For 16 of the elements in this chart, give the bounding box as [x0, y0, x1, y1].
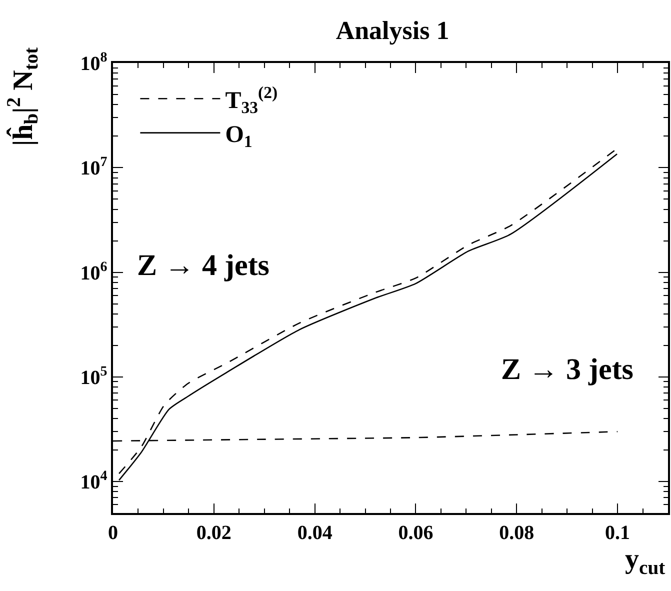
- x-tick-label: 0.02: [196, 522, 232, 544]
- legend-label: O$_{1}$: [225, 122, 252, 152]
- y-tick-label: 10$^{4}$: [80, 469, 108, 494]
- annotation: Z → 3 jets: [501, 353, 634, 386]
- y-tick-label: 10$^{8}$: [80, 50, 108, 75]
- x-tick-label: 0.1: [605, 522, 630, 544]
- annotation: Z → 4 jets: [137, 249, 270, 282]
- x-tick-label: 0.04: [297, 522, 332, 544]
- chart-title: Analysis 1: [336, 16, 450, 45]
- x-axis-title: y$_{cut}$: [625, 544, 666, 579]
- y-tick-label: 10$^{6}$: [80, 260, 108, 284]
- y-tick-label: 10$^{7}$: [80, 155, 108, 180]
- x-tick-label: 0.06: [398, 522, 434, 544]
- y-tick-label: 10$^{5}$: [80, 364, 108, 389]
- x-tick-label: 0.08: [499, 522, 534, 544]
- x-tick-label: 0: [108, 522, 118, 544]
